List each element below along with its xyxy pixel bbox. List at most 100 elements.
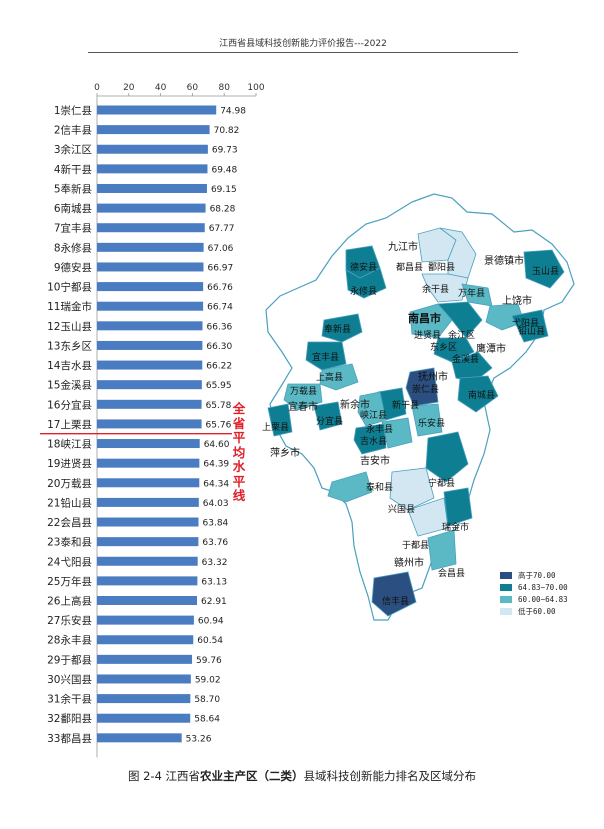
map-label-yifeng: 宜丰县 [312, 351, 339, 363]
map-label-dean: 德安县 [350, 261, 377, 273]
map-label-poyang: 鄱阳县 [428, 262, 455, 273]
legend-label: 低于60.00 [518, 606, 556, 616]
category-label: 3余江区 [54, 143, 92, 156]
map-region-ruijin [443, 487, 473, 527]
map-label-taihe: 泰和县 [366, 481, 393, 493]
legend-label: 60.00~64.83 [518, 594, 568, 604]
data-label: 64.39 [203, 460, 229, 470]
map-label-fenyi: 分宜县 [316, 415, 343, 427]
average-label-char: 全 [232, 401, 246, 416]
bar [97, 321, 203, 331]
map-region-jinxian [409, 303, 453, 339]
data-label: 66.97 [207, 263, 233, 273]
map-region-shanggao [319, 363, 359, 391]
category-label: 32鄱阳县 [47, 712, 92, 725]
bar [97, 340, 203, 350]
map-label-jinxian: 进贤县 [414, 330, 441, 341]
map-label-jinxi: 金溪县 [452, 353, 479, 365]
caption-suffix: 县域科技创新能力排名及区域分布 [303, 769, 477, 783]
bar [97, 556, 198, 566]
data-label: 64.34 [203, 479, 229, 489]
map-region-nancheng [457, 375, 499, 413]
data-label: 69.48 [211, 165, 237, 175]
data-label: 65.76 [206, 420, 232, 430]
category-label: 25万年县 [47, 575, 92, 588]
category-label: 28永丰县 [47, 634, 92, 647]
legend-swatch [500, 571, 512, 579]
data-label: 60.54 [197, 636, 223, 646]
map-label-jingdezhen: 景德镇市 [484, 254, 524, 267]
map-region-shangli [267, 403, 293, 437]
map-region-xinfeng [371, 571, 417, 617]
legend-swatch [500, 595, 512, 603]
bar [97, 399, 202, 409]
map-region-xiajiang [357, 391, 387, 427]
map-label-xingguo: 兴国县 [388, 504, 415, 515]
map-label-ruijin: 瑞金市 [442, 521, 469, 533]
category-label: 30兴国县 [47, 674, 92, 686]
average-label-char: 水 [232, 459, 246, 474]
data-label: 58.70 [194, 695, 220, 705]
category-label: 8永修县 [54, 241, 92, 254]
category-label: 11瑞金市 [47, 300, 92, 313]
x-tick-label: 80 [218, 83, 230, 93]
x-tick-label: 60 [187, 83, 199, 93]
map-region-yushan [523, 249, 565, 289]
data-label: 67.06 [208, 244, 234, 254]
map-label-nancheng: 南城县 [468, 389, 495, 401]
category-label: 15金溪县 [47, 379, 92, 392]
legend-label: 64.83~70.00 [518, 582, 568, 592]
bar [97, 223, 205, 233]
category-label: 19进贤县 [47, 458, 92, 470]
bar [97, 380, 202, 390]
category-label: 23泰和县 [47, 536, 92, 549]
map-label-wanzai: 万载县 [290, 385, 317, 397]
map-region-dongxiang [433, 337, 475, 363]
category-label: 29于都县 [47, 654, 92, 666]
bar [97, 301, 204, 311]
legend-item: 64.83~70.00 [500, 581, 568, 593]
map-label-xinfeng: 信丰县 [382, 595, 409, 607]
map-region-taihe [327, 471, 373, 503]
map-label-yongfeng: 永丰县 [366, 423, 393, 435]
map-region-yongxiu [345, 267, 387, 299]
legend-label: 高于70.00 [518, 570, 556, 580]
category-label: 14吉水县 [47, 360, 92, 372]
data-label: 68.28 [210, 205, 236, 215]
data-label: 60.94 [198, 617, 224, 627]
map-region-yiyang [485, 303, 525, 331]
data-label: 69.15 [211, 185, 237, 195]
average-label-char: 平 [232, 473, 246, 489]
x-tick-label: 0 [94, 83, 100, 93]
bar [97, 458, 200, 468]
map-label-ganzhou: 赣州市 [394, 556, 424, 569]
map-label-pingxiang: 萍乡市 [270, 446, 300, 459]
data-label: 58.64 [194, 715, 220, 725]
map-region-xingguo [389, 467, 435, 511]
bar [97, 144, 208, 154]
bar [97, 282, 204, 292]
map-label-wannian: 万年县 [458, 287, 485, 299]
map-label-huichang: 会昌县 [438, 567, 465, 579]
bar [97, 497, 199, 507]
bar [97, 203, 206, 213]
map-label-yugan: 余干县 [422, 283, 449, 295]
category-label: 17上栗县 [47, 419, 92, 431]
map-legend: 高于70.00 64.83~70.00 60.00~64.83 低于60.00 [500, 569, 568, 617]
map-label-ningdu: 宁都县 [428, 477, 455, 489]
bar [97, 262, 204, 272]
average-label-char: 线 [232, 488, 246, 503]
category-label: 31余干县 [47, 693, 92, 706]
data-label: 66.74 [207, 303, 233, 313]
figure-caption: 图 2-4 江西省农业主产区（二类）县域科技创新能力排名及区域分布 [0, 768, 604, 784]
map-region-wanzai [283, 383, 323, 411]
caption-prefix: 图 2-4 江西省 [127, 769, 201, 783]
data-label: 69.73 [212, 146, 238, 156]
data-label: 66.76 [207, 283, 233, 293]
bar [97, 674, 191, 684]
map-region-ningdu [425, 431, 469, 483]
map-label-fengxin: 奉新县 [324, 323, 351, 335]
bar [97, 439, 200, 449]
map-region-yongfeng [381, 417, 413, 449]
map-region-yujiang [437, 301, 483, 339]
